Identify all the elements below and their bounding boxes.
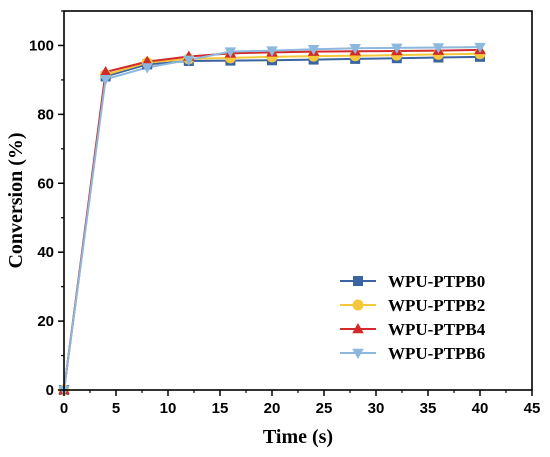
y-tick-label: 80 — [37, 106, 54, 123]
x-tick-label: 20 — [264, 400, 281, 417]
legend: WPU-PTPB0 WPU-PTPB2 WPU-PTPB4 WPU-PTPB6 — [340, 272, 486, 363]
series-line-wpu-ptpb0 — [63, 55, 481, 391]
x-tick-label: 15 — [212, 400, 229, 417]
y-tick-label: 40 — [37, 244, 54, 261]
legend-marker-wpu-ptpb0 — [353, 276, 363, 286]
x-axis-label: Time (s) — [263, 426, 333, 448]
legend-label-wpu-ptpb2: WPU-PTPB2 — [388, 296, 485, 315]
legend-marker-wpu-ptpb2 — [352, 299, 364, 311]
legend-marker-wpu-ptpb6 — [352, 348, 364, 359]
data-point-wpu-ptpb6-8 — [391, 43, 403, 54]
data-point-wpu-ptpb6-6 — [307, 44, 320, 56]
x-tick-label: 45 — [524, 400, 541, 417]
data-point-wpu-ptpb6-2 — [141, 63, 153, 74]
x-tick-label: 0 — [60, 400, 68, 417]
x-tick-label: 5 — [112, 400, 120, 417]
y-tick-label: 0 — [46, 382, 54, 399]
data-point-wpu-ptpb6-4 — [224, 47, 237, 58]
x-tick-label: 40 — [472, 400, 489, 417]
data-point-wpu-ptpb4-1 — [99, 65, 112, 77]
legend-label-wpu-ptpb0: WPU-PTPB0 — [388, 272, 485, 291]
legend-label-wpu-ptpb4: WPU-PTPB4 — [388, 320, 486, 339]
data-point-wpu-ptpb6-3 — [183, 55, 195, 66]
y-axis-label: Conversion (%) — [5, 132, 27, 268]
data-point-wpu-ptpb6-1 — [99, 74, 112, 86]
y-tick-label: 20 — [37, 313, 54, 330]
x-tick-label: 35 — [420, 400, 437, 417]
x-tick-label: 25 — [316, 400, 333, 417]
data-point-wpu-ptpb6-10 — [474, 42, 486, 54]
series-markers — [58, 42, 486, 396]
legend-marker-wpu-ptpb4 — [352, 323, 364, 334]
y-axis-ticks: 0 20 40 60 80 100 — [29, 10, 64, 399]
y-tick-label: 60 — [37, 175, 54, 192]
x-axis-ticks: 0 5 10 15 20 25 30 35 40 45 — [60, 390, 541, 417]
data-point-wpu-ptpb6-5 — [266, 46, 278, 57]
x-tick-label: 30 — [368, 400, 385, 417]
legend-label-wpu-ptpb6: WPU-PTPB6 — [388, 344, 485, 363]
data-point-wpu-ptpb6-7 — [349, 43, 361, 55]
series-line-wpu-ptpb2 — [63, 52, 481, 391]
y-tick-label: 100 — [29, 37, 54, 54]
data-point-wpu-ptpb6-9 — [432, 43, 445, 54]
x-tick-label: 10 — [160, 400, 177, 417]
